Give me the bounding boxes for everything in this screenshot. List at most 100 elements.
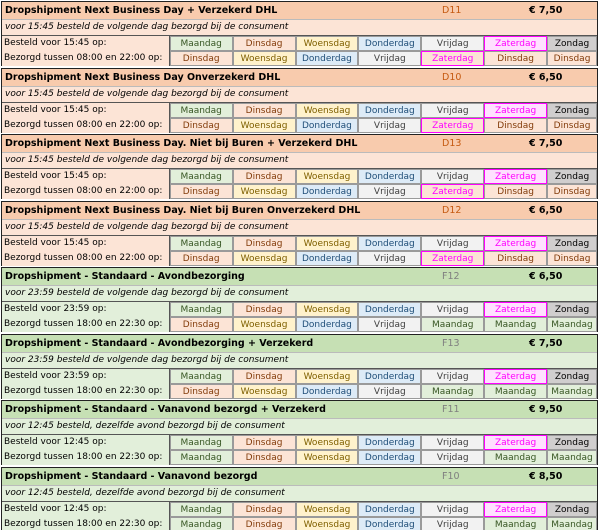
day-cell[interactable]: Woensdag — [295, 302, 359, 317]
day-cell[interactable]: Vrijdag — [421, 169, 485, 184]
day-cell[interactable]: Maandag — [169, 435, 233, 450]
day-cell[interactable]: Woensdag — [232, 117, 296, 133]
day-cell[interactable]: Dinsdag — [232, 235, 296, 251]
day-cell[interactable]: Vrijdag — [358, 117, 422, 133]
day-cell[interactable]: Maandag — [484, 383, 548, 399]
day-cell[interactable]: Dinsdag — [169, 184, 233, 199]
day-cell[interactable]: Dinsdag — [547, 184, 597, 199]
day-cell[interactable]: Zaterdag — [484, 36, 548, 51]
day-cell[interactable]: Zaterdag — [421, 117, 485, 133]
day-cell[interactable]: Zaterdag — [484, 435, 548, 450]
day-cell[interactable]: Maandag — [547, 516, 597, 530]
day-cell[interactable]: Vrijdag — [358, 383, 422, 399]
day-cell[interactable]: Maandag — [421, 317, 485, 332]
day-cell[interactable]: Dinsdag — [232, 169, 296, 184]
day-cell[interactable]: Dinsdag — [232, 450, 296, 465]
day-cell[interactable]: Dinsdag — [169, 117, 233, 133]
day-cell[interactable]: Zaterdag — [484, 501, 548, 517]
day-cell[interactable]: Dinsdag — [547, 51, 597, 66]
day-cell[interactable]: Maandag — [169, 302, 233, 317]
day-cell[interactable]: Donderdag — [358, 435, 422, 450]
day-cell[interactable]: Woensdag — [232, 184, 296, 199]
day-cell[interactable]: Dinsdag — [547, 250, 597, 266]
day-cell[interactable]: Dinsdag — [232, 368, 296, 384]
day-cell[interactable]: Zondag — [547, 302, 597, 317]
day-cell[interactable]: Woensdag — [295, 435, 359, 450]
day-cell[interactable]: Zaterdag — [421, 51, 485, 66]
day-cell[interactable]: Zondag — [547, 435, 597, 450]
day-cell[interactable]: Maandag — [169, 235, 233, 251]
day-cell[interactable]: Dinsdag — [232, 516, 296, 530]
day-cell[interactable]: Donderdag — [295, 117, 359, 133]
day-cell[interactable]: Donderdag — [358, 235, 422, 251]
day-cell[interactable]: Dinsdag — [232, 435, 296, 450]
day-cell[interactable]: Zondag — [547, 169, 597, 184]
day-cell[interactable]: Dinsdag — [484, 51, 548, 66]
day-cell[interactable]: Zaterdag — [421, 184, 485, 199]
day-cell[interactable]: Vrijdag — [421, 36, 485, 51]
day-cell[interactable]: Woensdag — [232, 317, 296, 332]
day-cell[interactable]: Donderdag — [295, 184, 359, 199]
day-cell[interactable]: Maandag — [169, 450, 233, 465]
day-cell[interactable]: Vrijdag — [421, 501, 485, 517]
day-cell[interactable]: Maandag — [547, 450, 597, 465]
day-cell[interactable]: Vrijdag — [358, 317, 422, 332]
day-cell[interactable]: Donderdag — [358, 516, 422, 530]
day-cell[interactable]: Donderdag — [358, 368, 422, 384]
day-cell[interactable]: Woensdag — [295, 450, 359, 465]
day-cell[interactable]: Vrijdag — [358, 250, 422, 266]
day-cell[interactable]: Maandag — [421, 383, 485, 399]
day-cell[interactable]: Zaterdag — [421, 250, 485, 266]
day-cell[interactable]: Donderdag — [358, 102, 422, 118]
day-cell[interactable]: Vrijdag — [421, 235, 485, 251]
day-cell[interactable]: Donderdag — [295, 383, 359, 399]
day-cell[interactable]: Woensdag — [295, 501, 359, 517]
day-cell[interactable]: Dinsdag — [232, 36, 296, 51]
day-cell[interactable]: Maandag — [169, 516, 233, 530]
day-cell[interactable]: Maandag — [484, 516, 548, 530]
day-cell[interactable]: Vrijdag — [421, 435, 485, 450]
day-cell[interactable]: Maandag — [484, 317, 548, 332]
day-cell[interactable]: Maandag — [547, 317, 597, 332]
day-cell[interactable]: Zondag — [547, 368, 597, 384]
day-cell[interactable]: Maandag — [169, 368, 233, 384]
day-cell[interactable]: Zaterdag — [484, 169, 548, 184]
day-cell[interactable]: Maandag — [169, 102, 233, 118]
day-cell[interactable]: Vrijdag — [421, 102, 485, 118]
day-cell[interactable]: Dinsdag — [169, 317, 233, 332]
day-cell[interactable]: Dinsdag — [547, 117, 597, 133]
day-cell[interactable]: Donderdag — [358, 36, 422, 51]
day-cell[interactable]: Maandag — [547, 383, 597, 399]
day-cell[interactable]: Maandag — [169, 501, 233, 517]
day-cell[interactable]: Maandag — [484, 450, 548, 465]
day-cell[interactable]: Donderdag — [358, 450, 422, 465]
day-cell[interactable]: Vrijdag — [421, 516, 485, 530]
day-cell[interactable]: Dinsdag — [169, 250, 233, 266]
day-cell[interactable]: Zaterdag — [484, 102, 548, 118]
day-cell[interactable]: Vrijdag — [421, 368, 485, 384]
day-cell[interactable]: Zondag — [547, 102, 597, 118]
day-cell[interactable]: Woensdag — [295, 102, 359, 118]
day-cell[interactable]: Dinsdag — [484, 250, 548, 266]
day-cell[interactable]: Dinsdag — [232, 501, 296, 517]
day-cell[interactable]: Zondag — [547, 501, 597, 517]
day-cell[interactable]: Donderdag — [358, 302, 422, 317]
day-cell[interactable]: Vrijdag — [358, 184, 422, 199]
day-cell[interactable]: Dinsdag — [232, 102, 296, 118]
day-cell[interactable]: Woensdag — [232, 51, 296, 66]
day-cell[interactable]: Woensdag — [295, 368, 359, 384]
day-cell[interactable]: Vrijdag — [421, 450, 485, 465]
day-cell[interactable]: Dinsdag — [169, 51, 233, 66]
day-cell[interactable]: Vrijdag — [358, 51, 422, 66]
day-cell[interactable]: Dinsdag — [484, 117, 548, 133]
day-cell[interactable]: Woensdag — [295, 516, 359, 530]
day-cell[interactable]: Woensdag — [232, 383, 296, 399]
day-cell[interactable]: Donderdag — [295, 317, 359, 332]
day-cell[interactable]: Donderdag — [358, 501, 422, 517]
day-cell[interactable]: Zaterdag — [484, 235, 548, 251]
day-cell[interactable]: Vrijdag — [421, 302, 485, 317]
day-cell[interactable]: Donderdag — [295, 250, 359, 266]
day-cell[interactable]: Woensdag — [295, 36, 359, 51]
day-cell[interactable]: Woensdag — [232, 250, 296, 266]
day-cell[interactable]: Zaterdag — [484, 302, 548, 317]
